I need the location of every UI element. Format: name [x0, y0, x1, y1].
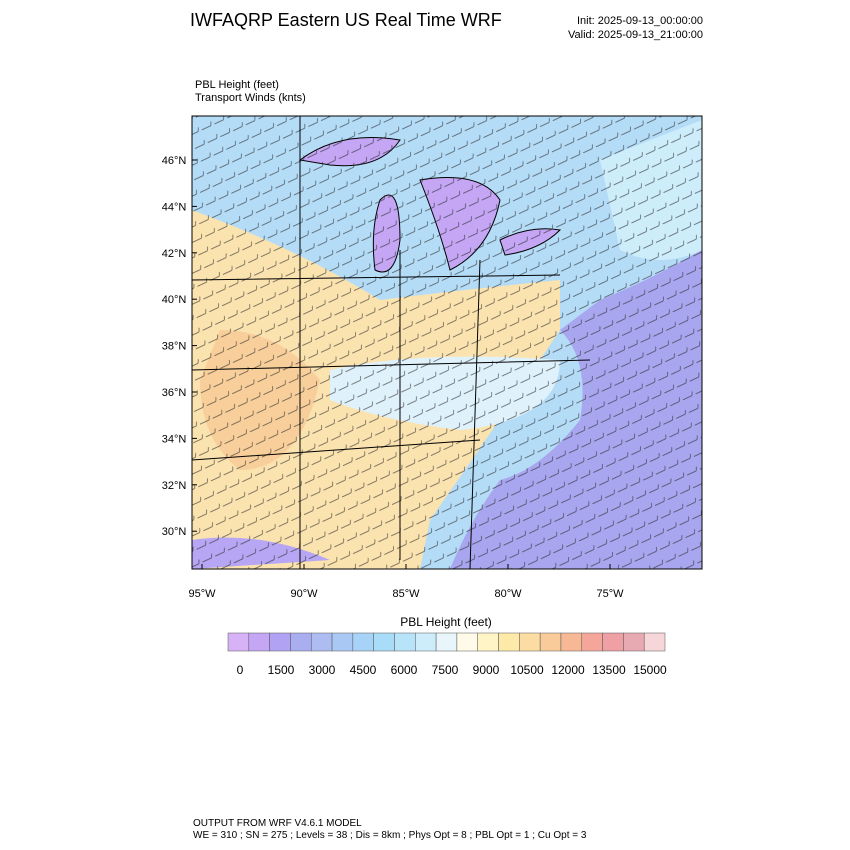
- colorbar-box: [498, 632, 520, 652]
- colorbar-box: [519, 632, 541, 652]
- colorbar-label: 0: [237, 663, 244, 677]
- colorbar-box: [623, 632, 645, 652]
- colorbar-box: [456, 632, 478, 652]
- colorbar-box: [352, 632, 374, 652]
- lon-label: 75°W: [596, 588, 624, 600]
- colorbar-label: 1500: [268, 663, 295, 677]
- footer: OUTPUT FROM WRF V4.6.1 MODEL: [193, 818, 362, 829]
- colorbar-box: [248, 632, 270, 652]
- lon-label: 95°W: [188, 588, 216, 600]
- colorbar-box: [435, 632, 458, 652]
- colorbar-box: [269, 632, 291, 652]
- map-frame: [191, 115, 703, 570]
- colorbar-box: [310, 632, 333, 652]
- colorbar-box: [373, 632, 395, 652]
- colorbar-box: [477, 632, 499, 652]
- lat-label: 40°N: [162, 294, 187, 306]
- colorbar-box: [602, 632, 624, 652]
- colorbar-box: [394, 632, 416, 652]
- colorbar-box: [643, 632, 666, 652]
- colorbar-box: [227, 632, 250, 652]
- colorbar-box: [331, 632, 354, 652]
- lat-label: 32°N: [162, 480, 187, 492]
- colorbar-box: [581, 632, 603, 652]
- lat-label: 38°N: [162, 341, 187, 353]
- lon-label: 90°W: [290, 588, 318, 600]
- colorbar-label: 15000: [633, 663, 667, 677]
- colorbar-label: 10500: [510, 663, 544, 677]
- wind-barbs: [192, 116, 702, 569]
- title: IWFAQRP Eastern US Real Time WRF: [190, 10, 502, 30]
- colorbar-label: 13500: [592, 663, 626, 677]
- lat-label: 34°N: [162, 433, 187, 445]
- colorbar-label: 6000: [391, 663, 418, 677]
- colorbar-box: [560, 632, 583, 652]
- colorbar-label: 12000: [551, 663, 585, 677]
- lon-label: 85°W: [392, 588, 420, 600]
- field-label: PBL Height (feet): [195, 79, 279, 91]
- colorbar-label: 4500: [350, 663, 377, 677]
- valid-time: Valid: 2025-09-13_21:00:00: [568, 29, 703, 41]
- init-time: Init: 2025-09-13_00:00:00: [577, 15, 703, 27]
- lat-label: 46°N: [162, 155, 187, 167]
- lat-label: 36°N: [162, 387, 187, 399]
- footer: WE = 310 ; SN = 275 ; Levels = 38 ; Dis …: [193, 830, 587, 841]
- colorbar-title: PBL Height (feet): [400, 615, 492, 629]
- map: [192, 116, 702, 569]
- lat-label: 30°N: [162, 526, 187, 538]
- colorbar-box: [415, 632, 437, 652]
- state-borders: [192, 116, 591, 569]
- field-label: Transport Winds (knts): [195, 92, 306, 104]
- colorbar-label: 7500: [432, 663, 459, 677]
- colorbar-label: 9000: [473, 663, 500, 677]
- colorbar-box: [290, 632, 312, 652]
- lat-label: 44°N: [162, 201, 187, 213]
- lat-label: 42°N: [162, 248, 187, 260]
- lon-label: 80°W: [494, 588, 522, 600]
- colorbar-box: [539, 632, 562, 652]
- colorbar-label: 3000: [309, 663, 336, 677]
